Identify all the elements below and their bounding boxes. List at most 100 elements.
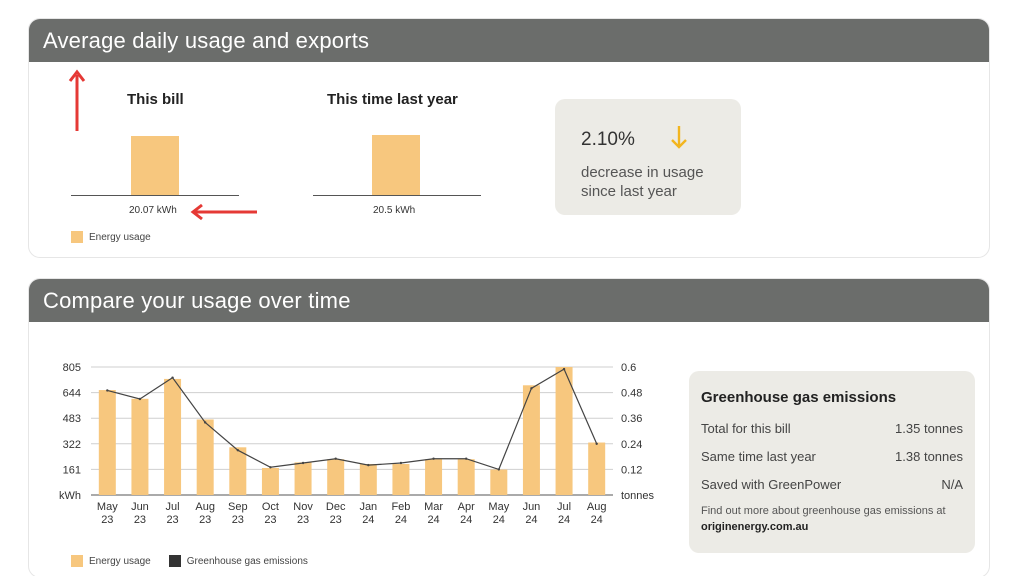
x-tick-label: Jul 24	[557, 501, 571, 526]
y-left-tick-label: 805	[63, 362, 81, 374]
x-tick-label: Aug 24	[587, 501, 607, 526]
usage-bar	[98, 390, 116, 495]
ghg-row-label: Same time last year	[701, 449, 816, 464]
annotation-arrow-left-icon	[190, 203, 257, 221]
last-year-bar	[372, 135, 420, 195]
usage-bar	[327, 459, 345, 495]
usage-over-time-chart: 805 0.6 644 0.48 483 0.36 322 0.24 161 0.12 kWh ton…	[59, 362, 655, 526]
y-left-tick-label: 161	[63, 464, 81, 476]
ghg-point	[595, 442, 598, 445]
ghg-panel-title: Greenhouse gas emissions	[701, 389, 897, 406]
x-tick-label: Aug 23	[195, 501, 215, 526]
ghg-point	[530, 387, 533, 390]
ghg-row-value: 1.38 tonnes	[895, 449, 963, 464]
ghg-row-last-year: Same time last year 1.38 tonnes	[701, 449, 963, 464]
y-right-tick-label: 0.36	[621, 413, 642, 425]
usage-bar	[294, 462, 312, 495]
ghg-point	[301, 461, 305, 465]
last-year-axis	[313, 195, 481, 196]
usage-bar	[522, 385, 540, 495]
usage-bar	[261, 467, 279, 495]
chart-legend-ghg: Greenhouse gas emissions	[186, 555, 308, 567]
y-right-tick-label: 0.24	[621, 439, 642, 451]
usage-change-percent: 2.10%	[581, 129, 635, 150]
usage-summary-card: Average daily usage and exports This bil…	[28, 18, 990, 258]
ghg-point	[203, 421, 207, 424]
usage-bar	[425, 459, 443, 495]
energy-usage-swatch	[71, 231, 83, 243]
x-tick-label: Jun 24	[523, 501, 541, 526]
ghg-point	[106, 389, 109, 392]
ghg-row-value: N/A	[941, 477, 963, 492]
x-tick-label: Apr 24	[458, 501, 475, 526]
ghg-line	[107, 368, 598, 471]
y-right-tick-label: 0.6	[621, 362, 636, 374]
y-right-tick-label: 0.48	[621, 388, 642, 400]
x-tick-label: Dec 23	[326, 501, 346, 526]
ghg-swatch	[168, 555, 181, 567]
ghg-point	[236, 449, 240, 452]
x-tick-label: May 24	[488, 501, 509, 526]
x-tick-label: Oct 23	[262, 501, 279, 526]
usage-over-time-card: Compare your usage over time 805 0.6 644 0.…	[28, 278, 990, 576]
ghg-note-text: Find out more about greenhouse gas emiss…	[701, 505, 946, 517]
ghg-point	[269, 466, 272, 469]
x-tick-label: Jul 23	[166, 501, 180, 526]
usage-bar	[588, 442, 606, 495]
this-bill-value: 20.07 kWh	[129, 205, 177, 216]
y-left-tick-label: 644	[63, 388, 81, 400]
ghg-panel: Greenhouse gas emissions Total for this …	[689, 371, 975, 553]
this-bill-title: This bill	[127, 91, 184, 108]
usage-bar	[164, 378, 182, 495]
energy-usage-swatch	[71, 555, 83, 567]
ghg-point	[171, 376, 174, 379]
usage-bar	[490, 469, 508, 495]
usage-bar	[196, 419, 214, 495]
origin-energy-link[interactable]: originenergy.com.au	[701, 521, 809, 533]
usage-bar	[131, 398, 149, 495]
usage-bar	[359, 463, 377, 495]
ghg-point	[367, 463, 370, 467]
usage-over-time-header: Compare your usage over time	[29, 279, 989, 322]
this-bill-bar	[131, 136, 179, 195]
x-tick-label: Jan 24	[359, 501, 377, 526]
ghg-point	[497, 468, 501, 471]
ghg-row-value: 1.35 tonnes	[895, 421, 963, 436]
ghg-note: Find out more about greenhouse gas emiss…	[701, 503, 969, 535]
x-tick-label: Feb 24	[391, 501, 410, 526]
y-left-tick-label: kWh	[59, 490, 81, 502]
usage-bar	[555, 367, 573, 495]
last-year-value: 20.5 kWh	[373, 205, 416, 216]
y-right-tick-label: 0.12	[621, 464, 642, 476]
usage-bar	[457, 459, 475, 495]
usage-bar	[229, 447, 247, 495]
x-tick-label: Jun 23	[131, 501, 149, 526]
ghg-row-greenpower: Saved with GreenPower N/A	[701, 477, 963, 492]
usage-change-description: decrease in usage since last year	[581, 164, 704, 200]
ghg-point	[562, 367, 566, 371]
energy-usage-legend-label: Energy usage	[89, 231, 151, 243]
ghg-row-label: Saved with GreenPower	[701, 477, 842, 492]
energy-usage-legend: Energy usage	[71, 231, 151, 243]
ghg-point	[399, 461, 403, 465]
x-tick-label: Nov 23	[293, 501, 313, 526]
arrow-down-icon	[671, 126, 687, 149]
ghg-point	[334, 457, 337, 460]
x-tick-label: May 23	[97, 501, 118, 526]
usage-bar	[392, 463, 410, 495]
ghg-row-total: Total for this bill 1.35 tonnes	[701, 421, 963, 436]
chart-legend-usage: Energy usage	[89, 555, 151, 567]
usage-summary-header: Average daily usage and exports	[29, 19, 989, 62]
y-left-tick-label: 322	[63, 439, 81, 451]
y-left-tick-label: 483	[63, 413, 81, 425]
ghg-point	[464, 457, 468, 460]
usage-change-box: 2.10% decrease in usage since last year	[555, 99, 741, 215]
last-year-title: This time last year	[327, 91, 458, 108]
annotation-arrow-up-icon	[68, 69, 86, 131]
y-right-tick-label: tonnes	[621, 490, 655, 502]
x-tick-label: Sep 23	[228, 501, 248, 526]
x-tick-label: Mar 24	[424, 501, 443, 526]
chart-legend: Energy usage Greenhouse gas emissions	[71, 555, 308, 567]
ghg-point	[138, 397, 142, 401]
this-bill-axis	[71, 195, 239, 196]
